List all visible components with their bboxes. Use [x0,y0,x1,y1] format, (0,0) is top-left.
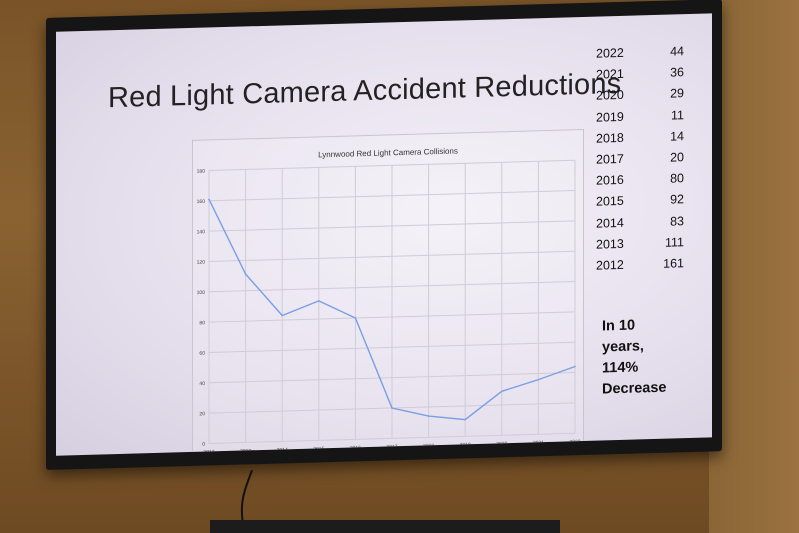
table-year: 2016 [596,173,624,188]
data-point [244,273,247,275]
summary-line: Decrease [602,379,667,398]
chart-canvas: Lynnwood Red Light Camera Collisions 0 20 4… [197,146,581,455]
table-value: 36 [670,65,684,80]
table-value: 92 [670,192,684,207]
table-value: 80 [670,171,684,186]
x-tick-label: 2017 [386,444,397,450]
x-tick-label: 2012 [203,449,214,455]
table-value: 14 [670,128,684,144]
chart-title: Lynnwood Red Light Camera Collisions [318,146,458,159]
tv-monitor: Red Light Camera Accident Reductions Lyn… [46,0,722,470]
table-year: 2017 [596,151,624,167]
table-value: 20 [670,150,684,165]
slide-title: Red Light Camera Accident Reductions [108,67,622,115]
x-tick-label: 2022 [569,439,580,445]
table-row: 2021 36 [596,65,696,88]
x-tick-label: 2016 [350,445,361,451]
data-point [574,365,576,368]
y-tick-label: 120 [197,260,206,266]
table-value: 111 [664,234,684,250]
table-row: 2022 44 [596,44,696,67]
y-tick-label: 80 [199,320,205,326]
y-tick-label: 180 [197,169,206,175]
x-tick-label: 2013 [240,448,251,454]
y-tick-label: 100 [197,290,206,296]
summary-line: years, [602,338,644,356]
data-point [208,198,210,201]
table-row: 2017 20 [596,150,696,173]
table-row: 2018 14 [596,129,696,152]
table-year: 2021 [596,67,624,82]
table-year: 2012 [596,257,624,273]
x-tick-label: 2019 [460,442,471,448]
table-row: 2014 83 [596,213,696,236]
table-year: 2018 [596,130,624,146]
presentation-slide: Red Light Camera Accident Reductions Lyn… [56,13,712,456]
summary-line: In 10 [602,317,636,335]
reduction-summary: In 10 years, 114% Decrease [602,314,692,401]
x-tick-label: 2020 [496,441,507,447]
table-year: 2020 [596,88,624,104]
data-point [427,415,430,417]
x-tick-label: 2021 [533,440,544,446]
table-value: 44 [670,44,684,59]
table-year: 2019 [596,109,624,125]
table-row: 2020 29 [596,86,696,109]
table-year: 2013 [596,236,624,252]
data-point [281,314,283,317]
y-tick-label: 20 [199,411,205,417]
y-tick-label: 40 [199,381,205,387]
table-row: 2012 161 [596,256,696,279]
table-row: 2016 80 [596,171,696,194]
table-row: 2019 11 [596,107,696,130]
table-value: 29 [670,86,684,101]
table-value: 161 [663,256,684,271]
y-tick-label: 160 [197,199,206,205]
data-point [464,418,467,421]
table-value: 83 [670,213,684,229]
x-tick-label: 2014 [277,447,288,453]
summary-line: 114% [602,359,639,377]
data-point [391,407,393,409]
table-row: 2013 111 [596,235,696,258]
table-year: 2022 [596,45,624,61]
media-shelf [210,520,560,533]
line-chart: Lynnwood Red Light Camera Collisions 0 20 4… [192,128,584,456]
x-tick-label: 2015 [313,446,324,452]
data-point [537,378,540,381]
table-year: 2015 [596,194,624,210]
table-value: 11 [671,107,684,123]
y-tick-label: 140 [197,229,206,235]
table-row: 2015 92 [596,192,696,215]
wall-background [709,0,799,533]
data-point [354,317,357,319]
y-tick-label: 0 [202,442,205,448]
y-tick-label: 60 [199,351,205,357]
x-tick-label: 2018 [423,443,434,449]
data-point [318,300,320,302]
table-year: 2014 [596,215,624,231]
yearly-collision-table: 2022 44 2021 36 2020 29 2019 11 2018 14 2017 20 2016… [596,44,696,272]
data-point [501,390,503,393]
